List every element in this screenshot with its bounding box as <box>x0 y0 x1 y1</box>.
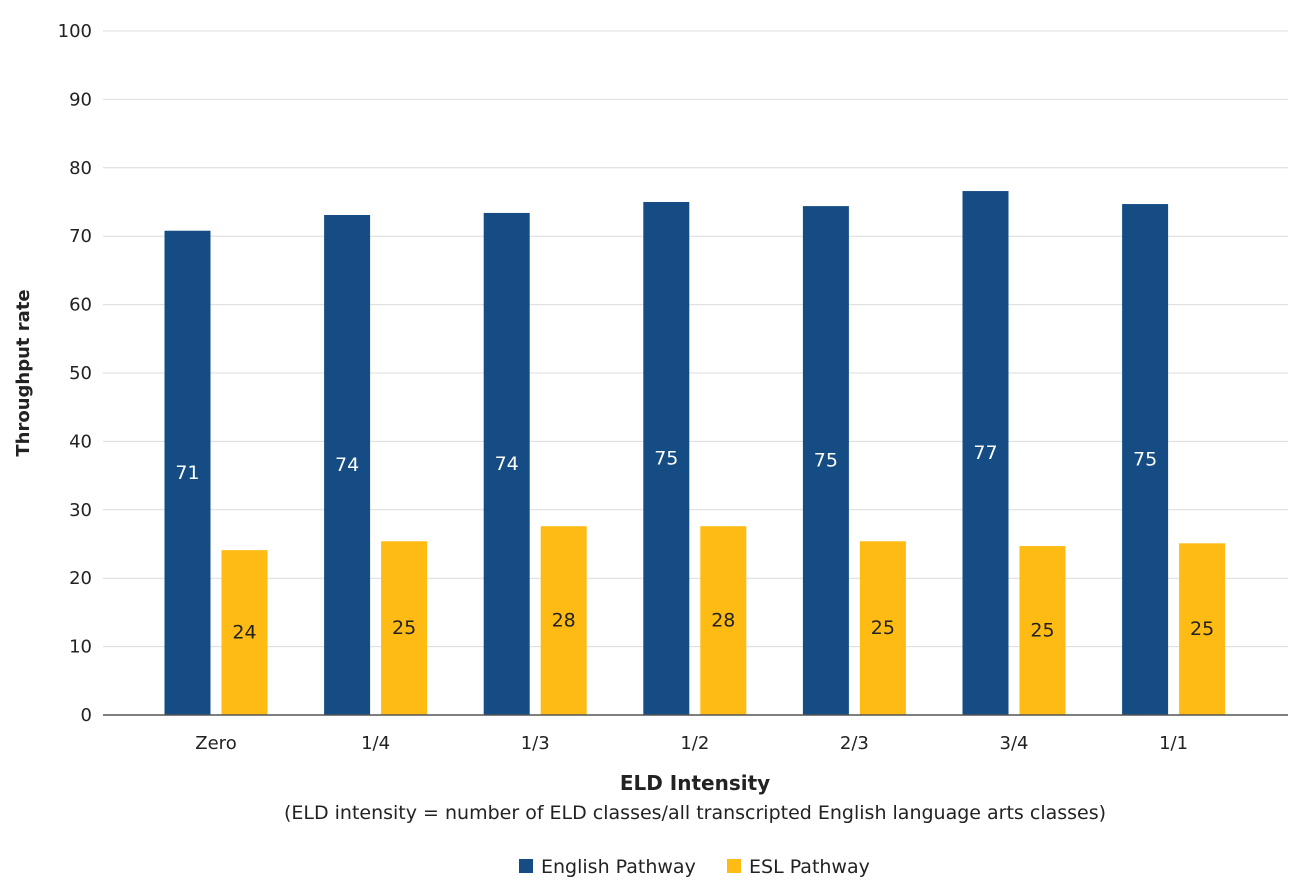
y-axis-label: Throughput rate <box>13 289 34 456</box>
bar-esl-6 <box>1179 543 1226 715</box>
y-tick-label: 80 <box>69 158 92 179</box>
y-tick-label: 0 <box>81 705 92 726</box>
y-tick-label: 50 <box>69 363 92 384</box>
y-axis: 0 10 20 30 40 50 60 70 80 90 100 <box>58 21 92 726</box>
data-label-esl-1: 25 <box>392 617 416 639</box>
data-label-english-5: 77 <box>973 442 997 464</box>
y-tick-label: 10 <box>69 637 92 658</box>
data-label-english-2: 74 <box>495 453 519 475</box>
bar-english-6 <box>1122 204 1169 715</box>
x-tick-label: 3/4 <box>1000 733 1029 754</box>
bar-english-1 <box>324 214 371 715</box>
x-tick-label: Zero <box>195 733 236 754</box>
y-tick-label: 60 <box>69 295 92 316</box>
y-tick-label: 40 <box>69 431 92 452</box>
bar-esl-5 <box>1019 546 1066 715</box>
data-label-esl-3: 28 <box>711 610 735 632</box>
data-label-english-0: 71 <box>175 462 199 484</box>
x-tick-label: 1/4 <box>361 733 390 754</box>
bar-english-4 <box>802 206 849 715</box>
data-label-esl-2: 28 <box>552 610 576 632</box>
bar-english-5 <box>962 191 1009 715</box>
y-tick-label: 100 <box>58 21 92 42</box>
y-tick-label: 70 <box>69 226 92 247</box>
x-tick-label: 2/3 <box>840 733 869 754</box>
bar-esl-4 <box>859 541 906 715</box>
legend-label-esl: ESL Pathway <box>749 856 870 878</box>
bar-english-3 <box>643 202 690 715</box>
bar-esl-3 <box>700 526 747 715</box>
data-label-english-6: 75 <box>1133 449 1157 471</box>
bars: 71 24 74 25 74 28 75 28 75 25 77 25 75 25 <box>164 191 1226 715</box>
x-tick-label: 1/3 <box>521 733 550 754</box>
data-label-english-4: 75 <box>814 450 838 472</box>
bar-english-0 <box>164 230 211 715</box>
gridlines <box>103 30 1288 648</box>
data-label-esl-0: 24 <box>232 622 256 644</box>
data-label-esl-6: 25 <box>1190 618 1214 640</box>
bar-english-2 <box>483 212 530 715</box>
legend-label-english: English Pathway <box>541 856 696 878</box>
y-tick-label: 30 <box>69 500 92 521</box>
y-tick-label: 20 <box>69 568 92 589</box>
bar-esl-2 <box>540 526 587 715</box>
legend: English Pathway ESL Pathway <box>519 856 870 878</box>
x-axis: Zero 1/4 1/3 1/2 2/3 3/4 1/1 <box>103 714 1288 754</box>
bar-esl-0 <box>221 550 268 715</box>
data-label-esl-5: 25 <box>1030 620 1054 642</box>
legend-swatch-esl <box>727 859 741 873</box>
data-label-esl-4: 25 <box>871 617 895 639</box>
y-tick-label: 90 <box>69 89 92 110</box>
x-tick-label: 1/2 <box>680 733 709 754</box>
legend-swatch-english <box>519 859 533 873</box>
data-label-english-1: 74 <box>335 454 359 476</box>
bar-esl-1 <box>381 541 428 715</box>
x-axis-label: ELD Intensity <box>620 771 770 795</box>
x-axis-note: (ELD intensity = number of ELD classes/a… <box>284 802 1106 824</box>
x-tick-label: 1/1 <box>1159 733 1188 754</box>
data-label-english-3: 75 <box>654 448 678 470</box>
